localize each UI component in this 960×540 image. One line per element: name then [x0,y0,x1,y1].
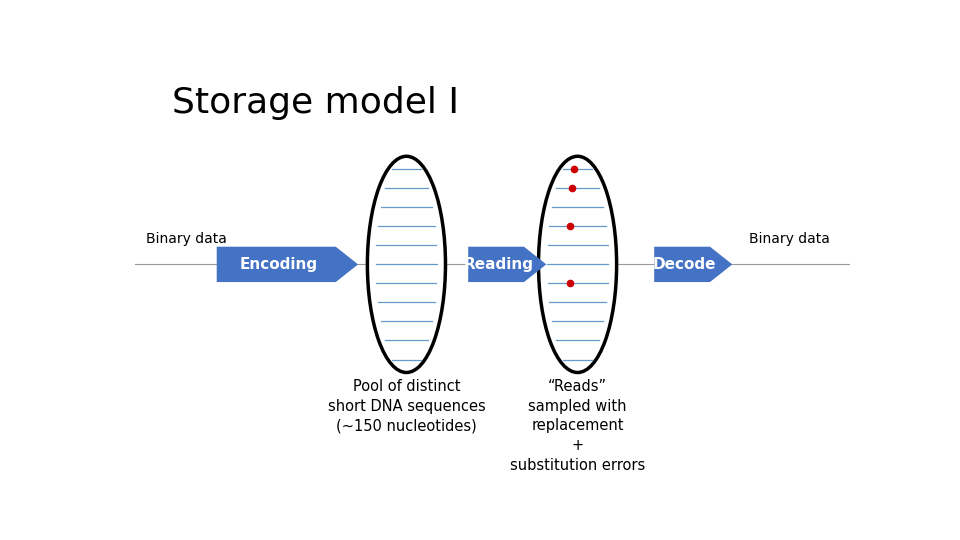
Text: “Reads”
sampled with
replacement
+
substitution errors: “Reads” sampled with replacement + subst… [510,379,645,473]
Polygon shape [468,247,546,282]
Polygon shape [654,247,732,282]
Text: Reading: Reading [464,257,534,272]
Text: Storage model I: Storage model I [172,85,459,119]
Text: Decode: Decode [653,257,716,272]
Ellipse shape [368,156,445,373]
Text: Pool of distinct
short DNA sequences
(~150 nucleotides): Pool of distinct short DNA sequences (~1… [327,379,486,433]
Text: Binary data: Binary data [749,232,829,246]
Ellipse shape [539,156,616,373]
Polygon shape [217,247,358,282]
Text: Encoding: Encoding [239,257,318,272]
Text: Binary data: Binary data [146,232,227,246]
